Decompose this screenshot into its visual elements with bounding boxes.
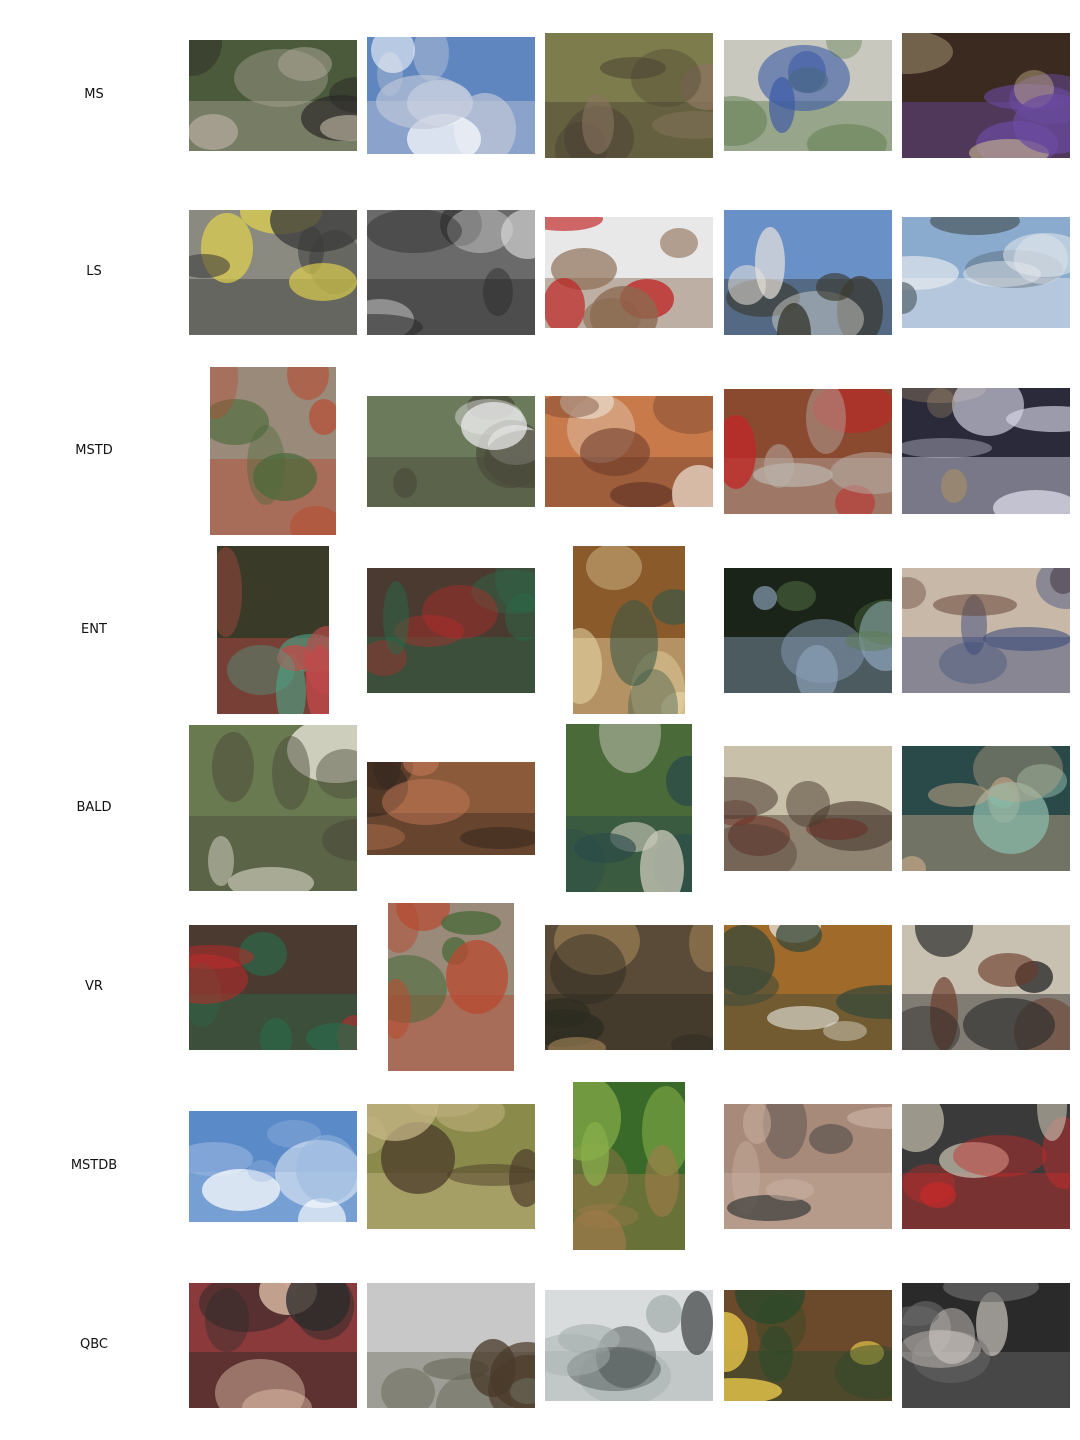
kitten-portrait-photo — [545, 33, 713, 158]
holiday-table-photo — [217, 546, 329, 714]
row-label: VR — [85, 979, 103, 994]
forest-boardwalk-photo — [573, 1082, 685, 1250]
cat-with-laptop-photo — [367, 210, 535, 335]
family-on-couch-photo — [724, 389, 892, 514]
bottles-on-ground-photo-2 — [388, 903, 514, 1071]
yard-sale-photo — [724, 210, 892, 335]
row-label: ENT — [81, 622, 107, 637]
photo-cutout-collage — [902, 1283, 1070, 1408]
restaurant-table-photo — [545, 396, 713, 507]
row-label: MS — [84, 87, 104, 102]
group-dinner-photo — [902, 568, 1070, 693]
dining-room-photo — [573, 546, 685, 714]
pony-cart-photo — [367, 762, 535, 855]
kitchen-photo — [724, 925, 892, 1050]
horse-riders-photo — [367, 1283, 535, 1408]
hawk-in-forest-photo — [545, 925, 713, 1050]
concert-stage-photo — [902, 388, 1070, 514]
boat-party-photo — [902, 746, 1070, 871]
jeep-canyon-photo — [724, 1104, 892, 1229]
hummingbird-photo — [724, 40, 892, 151]
airplane-sky-photo — [367, 37, 535, 154]
row-label: BALD — [76, 800, 112, 815]
tree-lined-path-photo — [566, 724, 692, 892]
row-label: LS — [86, 264, 102, 279]
porch-view-photo — [724, 568, 892, 693]
snowy-mountain-photo — [902, 217, 1070, 328]
bird-on-branch-photo — [189, 40, 357, 151]
holiday-group-photo — [545, 217, 713, 328]
living-room-photo — [724, 746, 892, 871]
sheep-flock-photo — [189, 725, 357, 891]
row-label: QBC — [80, 1337, 108, 1352]
bottles-on-ground-photo — [210, 367, 336, 535]
row-label: MSTDB — [70, 1158, 118, 1173]
horse-grazing-photo — [367, 1104, 535, 1229]
dining-area-photo — [902, 925, 1070, 1050]
outdoor-dinner-photo — [367, 396, 535, 507]
yellow-car-photo — [189, 210, 357, 335]
girls-street-photo — [189, 1283, 357, 1408]
bridge-water-photo — [545, 1290, 713, 1401]
row-label: MSTD — [75, 443, 113, 458]
jet-contrails-photo — [189, 1111, 357, 1222]
checkered-table-photo — [367, 568, 535, 693]
cat-behind-net-photo — [902, 1104, 1070, 1229]
checkered-table-photo-2 — [189, 925, 357, 1050]
christmas-room-photo — [724, 1290, 892, 1401]
fluffy-cat-photo — [902, 33, 1070, 158]
